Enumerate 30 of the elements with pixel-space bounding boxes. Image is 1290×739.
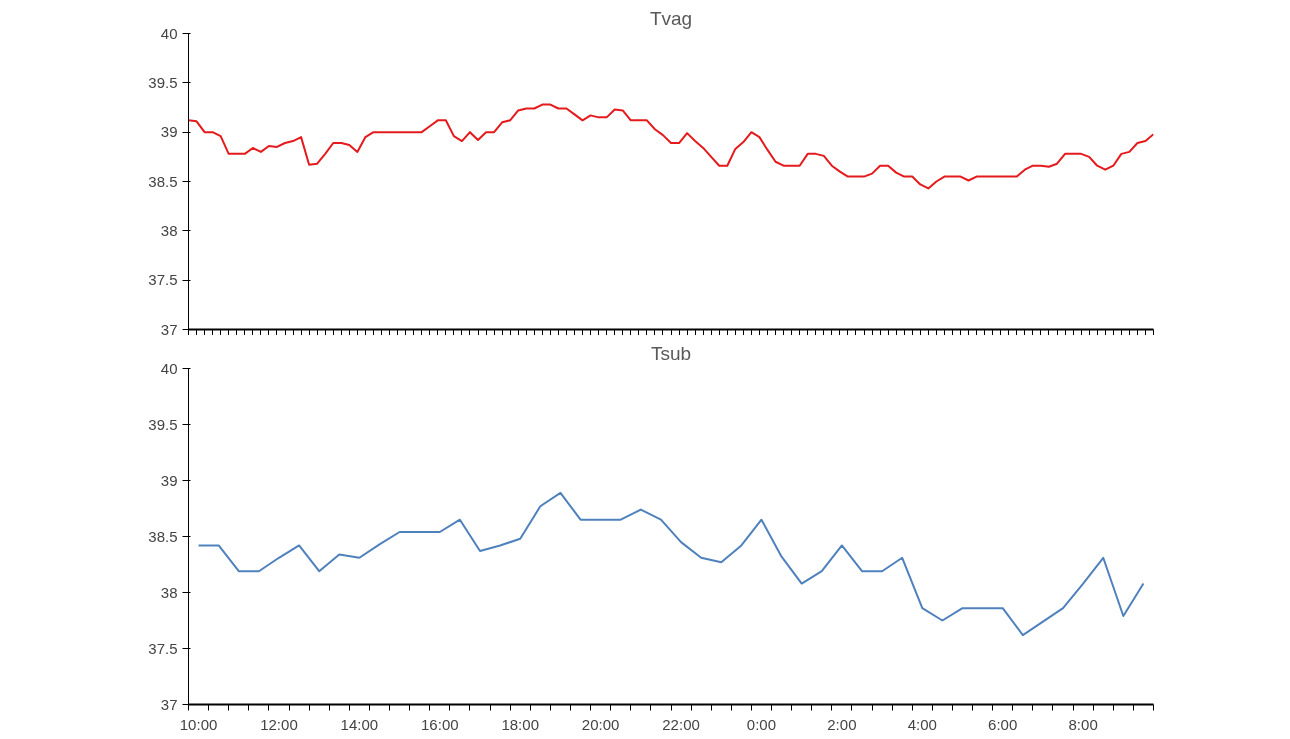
y-tick-label: 37.5 <box>148 639 178 657</box>
y-tick-label: 38 <box>160 583 178 601</box>
y-tick-label: 40 <box>160 359 178 377</box>
y-tick-label: 38.5 <box>148 172 178 190</box>
y-tick-label: 38.5 <box>148 527 178 545</box>
x-tick-label: 16:00 <box>421 715 459 733</box>
x-tick-label: 14:00 <box>340 715 379 733</box>
y-tick-label: 38 <box>160 221 178 239</box>
chart-title: Tvag <box>649 7 693 29</box>
line-series <box>188 103 1154 190</box>
x-tick-label: 0:00 <box>746 715 777 733</box>
y-tick-label: 39.5 <box>148 415 178 433</box>
y-tick-label: 39 <box>160 471 178 489</box>
x-tick-label: 12:00 <box>260 715 298 733</box>
y-tick-label: 39.5 <box>148 73 178 91</box>
x-tick-label: 22:00 <box>662 715 700 733</box>
x-tick-label: 20:00 <box>581 715 620 733</box>
line-series <box>197 491 1145 637</box>
x-tick-label: 8:00 <box>1068 715 1098 733</box>
y-tick-label: 37 <box>160 320 178 338</box>
x-tick-label: 4:00 <box>907 715 937 733</box>
x-tick-label: 10:00 <box>179 715 218 733</box>
chart-title: Tsub <box>650 342 692 364</box>
y-tick-label: 37 <box>160 695 178 713</box>
x-tick-label: 18:00 <box>501 715 539 733</box>
y-tick-label: 37.5 <box>148 271 178 289</box>
y-tick-label: 40 <box>160 24 178 42</box>
x-tick-label: 6:00 <box>988 715 1018 733</box>
y-tick-label: 39 <box>160 123 178 141</box>
x-tick-label: 2:00 <box>827 715 857 733</box>
